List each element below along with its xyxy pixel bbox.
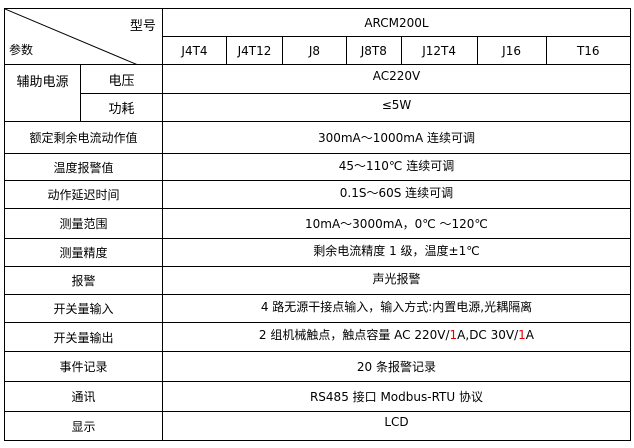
row-label: 温度报警值 <box>4 153 163 181</box>
row-value: 300mA～1000mA 连续可调 <box>161 121 632 154</box>
row-value: 45～110℃ 连续可调 <box>161 153 632 181</box>
row-value: 剩余电流精度 1 级，温度±1℃ <box>161 238 632 267</box>
consumption-value: ≤5W <box>161 93 632 122</box>
row-label: 显示 <box>4 411 163 441</box>
row-value: 2 组机械触点，触点容量 AC 220V/1A,DC 30V/1A <box>161 322 632 352</box>
row-label: 报警 <box>4 266 163 295</box>
variant: T16 <box>545 36 631 65</box>
row-label: 额定剩余电流动作值 <box>4 121 163 154</box>
row-label: 动作延迟时间 <box>4 180 163 209</box>
value-part: 2 组机械触点，触点容量 AC 220V/ <box>258 328 450 342</box>
row-value: RS485 接口 Modbus-RTU 协议 <box>161 381 632 412</box>
variant: J8 <box>281 36 348 65</box>
variant: J12T4 <box>400 36 478 65</box>
model-name: ARCM200L <box>161 8 632 37</box>
row-value: LCD <box>161 411 632 441</box>
row-label: 通讯 <box>4 381 163 412</box>
header-corner: 型号 参数 <box>4 8 163 65</box>
voltage-value: AC220V <box>161 64 632 94</box>
row-value: 20 条报警记录 <box>161 351 632 382</box>
variant: J4T4 <box>161 36 228 65</box>
row-value: 4 路无源干接点输入，输入方式:内置电源,光耦隔离 <box>161 294 632 323</box>
row-label: 事件记录 <box>4 351 163 382</box>
row-label: 开关量输入 <box>4 294 163 323</box>
param-label: 参数 <box>9 43 34 57</box>
row-label: 测量范围 <box>4 208 163 239</box>
variant: J16 <box>476 36 547 65</box>
diagonal-line <box>5 9 136 64</box>
row-label: 开关量输出 <box>4 322 163 352</box>
variant: J4T12 <box>226 36 283 65</box>
spec-table: 型号 参数 ARCM200L J4T4 J4T12 J8 J8T8 J12T4 … <box>4 8 632 441</box>
consumption-label: 功耗 <box>80 93 163 122</box>
variant: J8T8 <box>346 36 402 65</box>
value-part: A,DC 30V/ <box>457 328 519 342</box>
voltage-label: 电压 <box>80 64 163 94</box>
value-part: A <box>525 328 535 342</box>
highlight-part: 1 <box>449 328 458 342</box>
power-group-label: 辅助电源 <box>4 64 81 122</box>
model-label: 型号 <box>129 19 156 34</box>
row-value: 0.1S～60S 连续可调 <box>161 180 632 209</box>
row-value: 声光报警 <box>161 266 632 295</box>
highlight-part: 1 <box>518 328 526 342</box>
row-label: 测量精度 <box>4 238 163 267</box>
row-value: 10mA～3000mA，0℃ ～120℃ <box>161 208 632 239</box>
